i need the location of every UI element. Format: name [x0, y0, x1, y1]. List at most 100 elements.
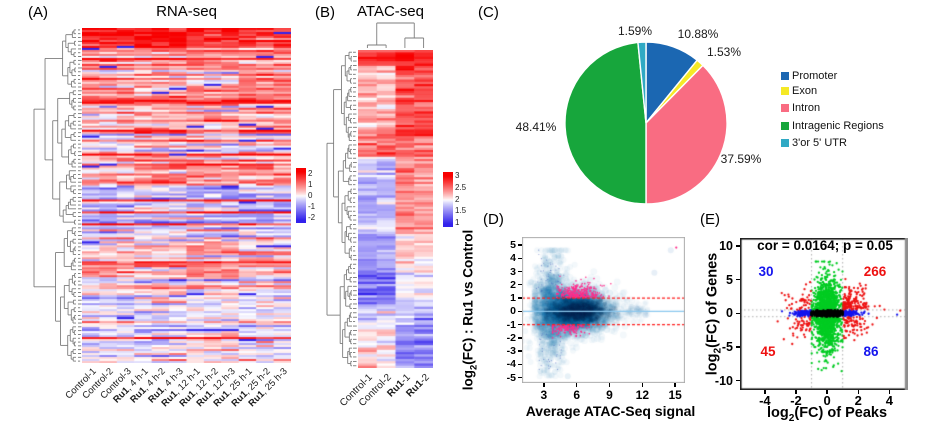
pie-legend-label: 3'or 5' UTR: [792, 137, 847, 149]
colorbar-tick-label: 1: [308, 179, 313, 189]
count-top-left: 30: [758, 264, 774, 279]
pie-legend-label: Exon: [792, 85, 818, 97]
panel-a-label: (A): [28, 4, 48, 21]
y-tick-label: 0: [726, 306, 733, 321]
y-tick-label: 1: [510, 292, 516, 305]
y-tick-mark: [518, 310, 522, 313]
panel-a-title: RNA-seq: [156, 3, 217, 20]
ma-plot-canvas: [522, 237, 685, 383]
x-tick-mark: [575, 383, 578, 387]
colorbar-tick-label: 2: [308, 168, 313, 178]
colorbar-tick-label: -2: [308, 212, 316, 222]
x-tick-mark: [764, 390, 766, 394]
x-tick-label: 9: [606, 388, 613, 402]
y-tick-mark: [518, 297, 522, 299]
x-tick-label: 12: [635, 388, 649, 402]
panel-b-column-dendrogram: [366, 22, 425, 48]
panel-b-row-dendrogram: [326, 51, 357, 367]
panel-c-label: (C): [478, 4, 499, 21]
pie-legend-item: Exon: [781, 85, 817, 97]
y-tick-mark: [736, 379, 740, 382]
utr-swatch-icon: [781, 139, 789, 147]
x-tick-mark: [795, 390, 797, 394]
pie-slice-intragenic-regions: [564, 41, 647, 205]
panel-b-title: ATAC-seq: [357, 3, 424, 20]
y-tick-mark: [518, 270, 522, 273]
pie-slice-3-or-5-utr: [637, 41, 647, 124]
x-tick-mark: [608, 383, 611, 387]
y-tick-mark: [518, 363, 522, 366]
count-bottom-left: 45: [760, 344, 776, 359]
promoter-swatch-icon: [781, 72, 789, 80]
colorbar-tick-label: 2.5: [455, 182, 467, 192]
x-tick-mark: [888, 390, 891, 394]
panel-a-row-dendrogram: [33, 29, 82, 362]
pie-chart: [564, 41, 728, 205]
ma-plot-y-axis-label: log2(FC) : Ru1 vs Control: [460, 229, 480, 391]
y-tick-mark: [518, 257, 522, 259]
y-tick-label: 5: [726, 272, 733, 287]
colorbar-tick-label: 3: [455, 170, 460, 180]
pie-label-exon: 1.53%: [706, 45, 742, 59]
colorbar-tick-label: -1: [308, 201, 316, 211]
y-tick-label: -3: [506, 345, 516, 358]
y-tick-label: 10: [719, 239, 733, 254]
count-top-right: 266: [863, 264, 887, 279]
x-tick-mark: [857, 390, 859, 394]
x-tick-label: 2: [854, 393, 862, 408]
y-tick-label: -4: [506, 358, 516, 371]
colorbar-tick-label: 1.5: [455, 206, 467, 216]
fc-scatter-x-axis-label: log2(FC) of Peaks: [766, 405, 888, 424]
pie-label-utr: 1.59%: [617, 24, 653, 38]
pie-legend-label: Intron: [792, 102, 821, 114]
x-tick-label: 15: [668, 388, 682, 402]
x-tick-mark: [543, 383, 545, 387]
panel-b-colorbar: [443, 172, 453, 227]
intron-swatch-icon: [781, 104, 789, 112]
colorbar-tick-label: 0: [308, 190, 313, 200]
panel-a-colorbar: [296, 168, 306, 223]
count-bottom-right: 86: [863, 344, 879, 359]
correlation-annotation: cor = 0.0164; p = 0.05: [757, 238, 893, 253]
pie-label-intragenic: 48.41%: [515, 120, 557, 134]
y-tick-label: -10: [714, 373, 733, 388]
y-tick-label: 5: [510, 238, 516, 251]
pie-label-intron: 37.59%: [720, 152, 762, 166]
y-tick-mark: [736, 278, 740, 281]
panel-d-label: (D): [483, 211, 504, 228]
y-tick-mark: [518, 323, 522, 326]
y-tick-label: 4: [510, 252, 516, 265]
pie-legend-label: Promoter: [792, 70, 838, 82]
y-tick-label: -1: [506, 318, 516, 331]
panel-e-label: (E): [700, 211, 720, 228]
x-tick-label: 3: [540, 388, 548, 402]
panel-b-label: (B): [315, 4, 335, 21]
pie-slice-intron: [645, 64, 728, 205]
y-tick-label: 0: [510, 305, 516, 318]
x-tick-mark: [641, 383, 644, 387]
x-tick-mark: [826, 390, 828, 394]
ma-plot-x-axis-label: Average ATAC-Seq signal: [525, 403, 696, 419]
colorbar-tick-label: 1: [455, 218, 460, 228]
pie-legend-item: Promoter: [781, 70, 837, 82]
pie-label-promoter: 10.88%: [677, 27, 719, 41]
x-tick-mark: [674, 383, 676, 387]
pie-legend-item: Intragenic Regions: [781, 120, 884, 132]
y-tick-label: -5: [506, 371, 516, 384]
y-tick-label: 2: [510, 278, 516, 291]
y-tick-label: -2: [506, 331, 516, 344]
exon-swatch-icon: [781, 87, 789, 95]
pie-legend-item: Intron: [781, 102, 820, 114]
y-tick-mark: [518, 284, 522, 286]
y-tick-mark: [518, 376, 522, 379]
pie-legend-item: 3'or 5' UTR: [781, 137, 847, 149]
y-tick-label: 3: [510, 265, 516, 278]
x-tick-label: 4: [885, 393, 893, 408]
y-tick-mark: [736, 312, 740, 315]
x-tick-label: -2: [790, 393, 802, 408]
x-tick-label: -4: [759, 393, 771, 408]
fc-scatter-canvas: [740, 238, 908, 390]
x-tick-label: 6: [573, 388, 581, 402]
y-tick-mark: [518, 244, 522, 246]
